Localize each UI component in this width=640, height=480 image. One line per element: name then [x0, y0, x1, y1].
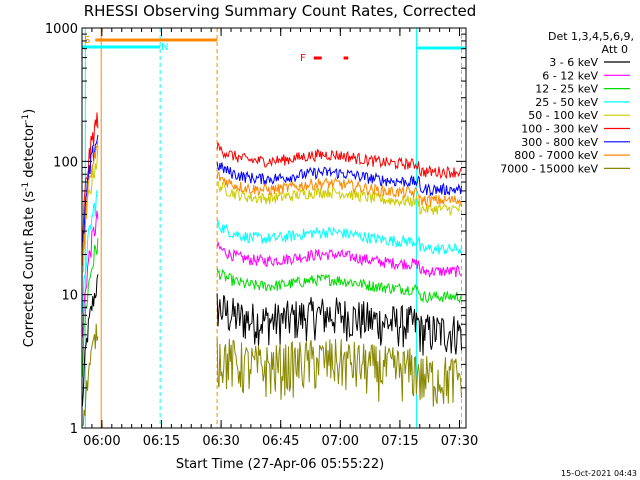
series-line-6	[216, 162, 462, 197]
series-pre-6	[81, 134, 99, 259]
series-line-7	[216, 171, 462, 208]
legend-label-8: 7000 - 15000 keV	[500, 162, 598, 175]
y-axis-label-main: Corrected Count Rate (s	[22, 191, 37, 348]
x-tick-label-1: 06:15	[143, 434, 180, 449]
series-pre-8	[82, 323, 99, 426]
x-axis: 06:00 06:15 06:30 06:45 07:00 07:15 07:30	[81, 28, 478, 449]
y-axis-label-mid: detector	[22, 122, 37, 182]
footer-date: 15-Oct-2021 04:43	[561, 469, 637, 478]
series-line-1	[216, 241, 462, 278]
y-axis-label-sup1: -1	[21, 182, 31, 191]
legend-label-4: 50 - 100 keV	[528, 109, 598, 122]
chart-title: RHESSI Observing Summary Count Rates, Co…	[84, 2, 477, 20]
legend-label-0: 3 - 6 keV	[549, 56, 598, 69]
x-tick-label-6: 07:30	[441, 434, 478, 449]
series-line-0	[216, 293, 462, 356]
flag-label-f: F	[300, 53, 306, 64]
y-tick-label-3: 1000	[45, 22, 78, 37]
series-pre-5	[81, 112, 99, 239]
series-line-5	[216, 142, 462, 180]
series-pre-3	[81, 189, 99, 313]
flag-label-n: N	[161, 42, 168, 53]
y-tick-label-2: 100	[53, 155, 78, 170]
series-pre-1	[81, 210, 99, 338]
series-line-3	[216, 220, 462, 255]
legend-header-2: Att 0	[602, 43, 628, 56]
y-axis-label: Corrected Count Rate (s-1 detector-1)	[21, 109, 37, 347]
plot-content: S N F	[81, 28, 465, 428]
series-line-4	[216, 181, 462, 217]
legend-label-2: 12 - 25 keV	[535, 83, 598, 96]
legend-label-7: 800 - 7000 keV	[514, 149, 598, 162]
legend-header-1: Det 1,3,4,5,6,9,	[548, 30, 634, 43]
y-tick-label-1: 10	[61, 289, 78, 304]
y-tick-label-0: 1	[70, 422, 78, 437]
legend-label-5: 100 - 300 keV	[521, 123, 598, 136]
series-line-8	[216, 338, 462, 407]
legend-label-3: 25 - 50 keV	[535, 96, 598, 109]
x-tick-label-0: 06:00	[83, 434, 120, 449]
x-axis-label: Start Time (27-Apr-06 05:55:22)	[176, 457, 384, 472]
x-tick-label-5: 07:15	[381, 434, 418, 449]
plot-frame	[81, 27, 467, 429]
series-pre-7	[81, 141, 99, 267]
flag-label-s: S	[84, 35, 90, 46]
x-tick-label-2: 06:30	[202, 434, 239, 449]
x-tick-label-3: 06:45	[262, 434, 299, 449]
legend-label-1: 6 - 12 keV	[542, 69, 598, 82]
y-axis-label-end: )	[22, 109, 37, 114]
y-axis-label-sup2: -1	[21, 114, 31, 123]
series-line-2	[216, 267, 462, 304]
series-pre-0	[81, 274, 99, 407]
y-axis: 1 10 100 1000	[45, 22, 466, 437]
legend-label-6: 300 - 800 keV	[521, 136, 598, 149]
x-tick-label-4: 07:00	[322, 434, 359, 449]
